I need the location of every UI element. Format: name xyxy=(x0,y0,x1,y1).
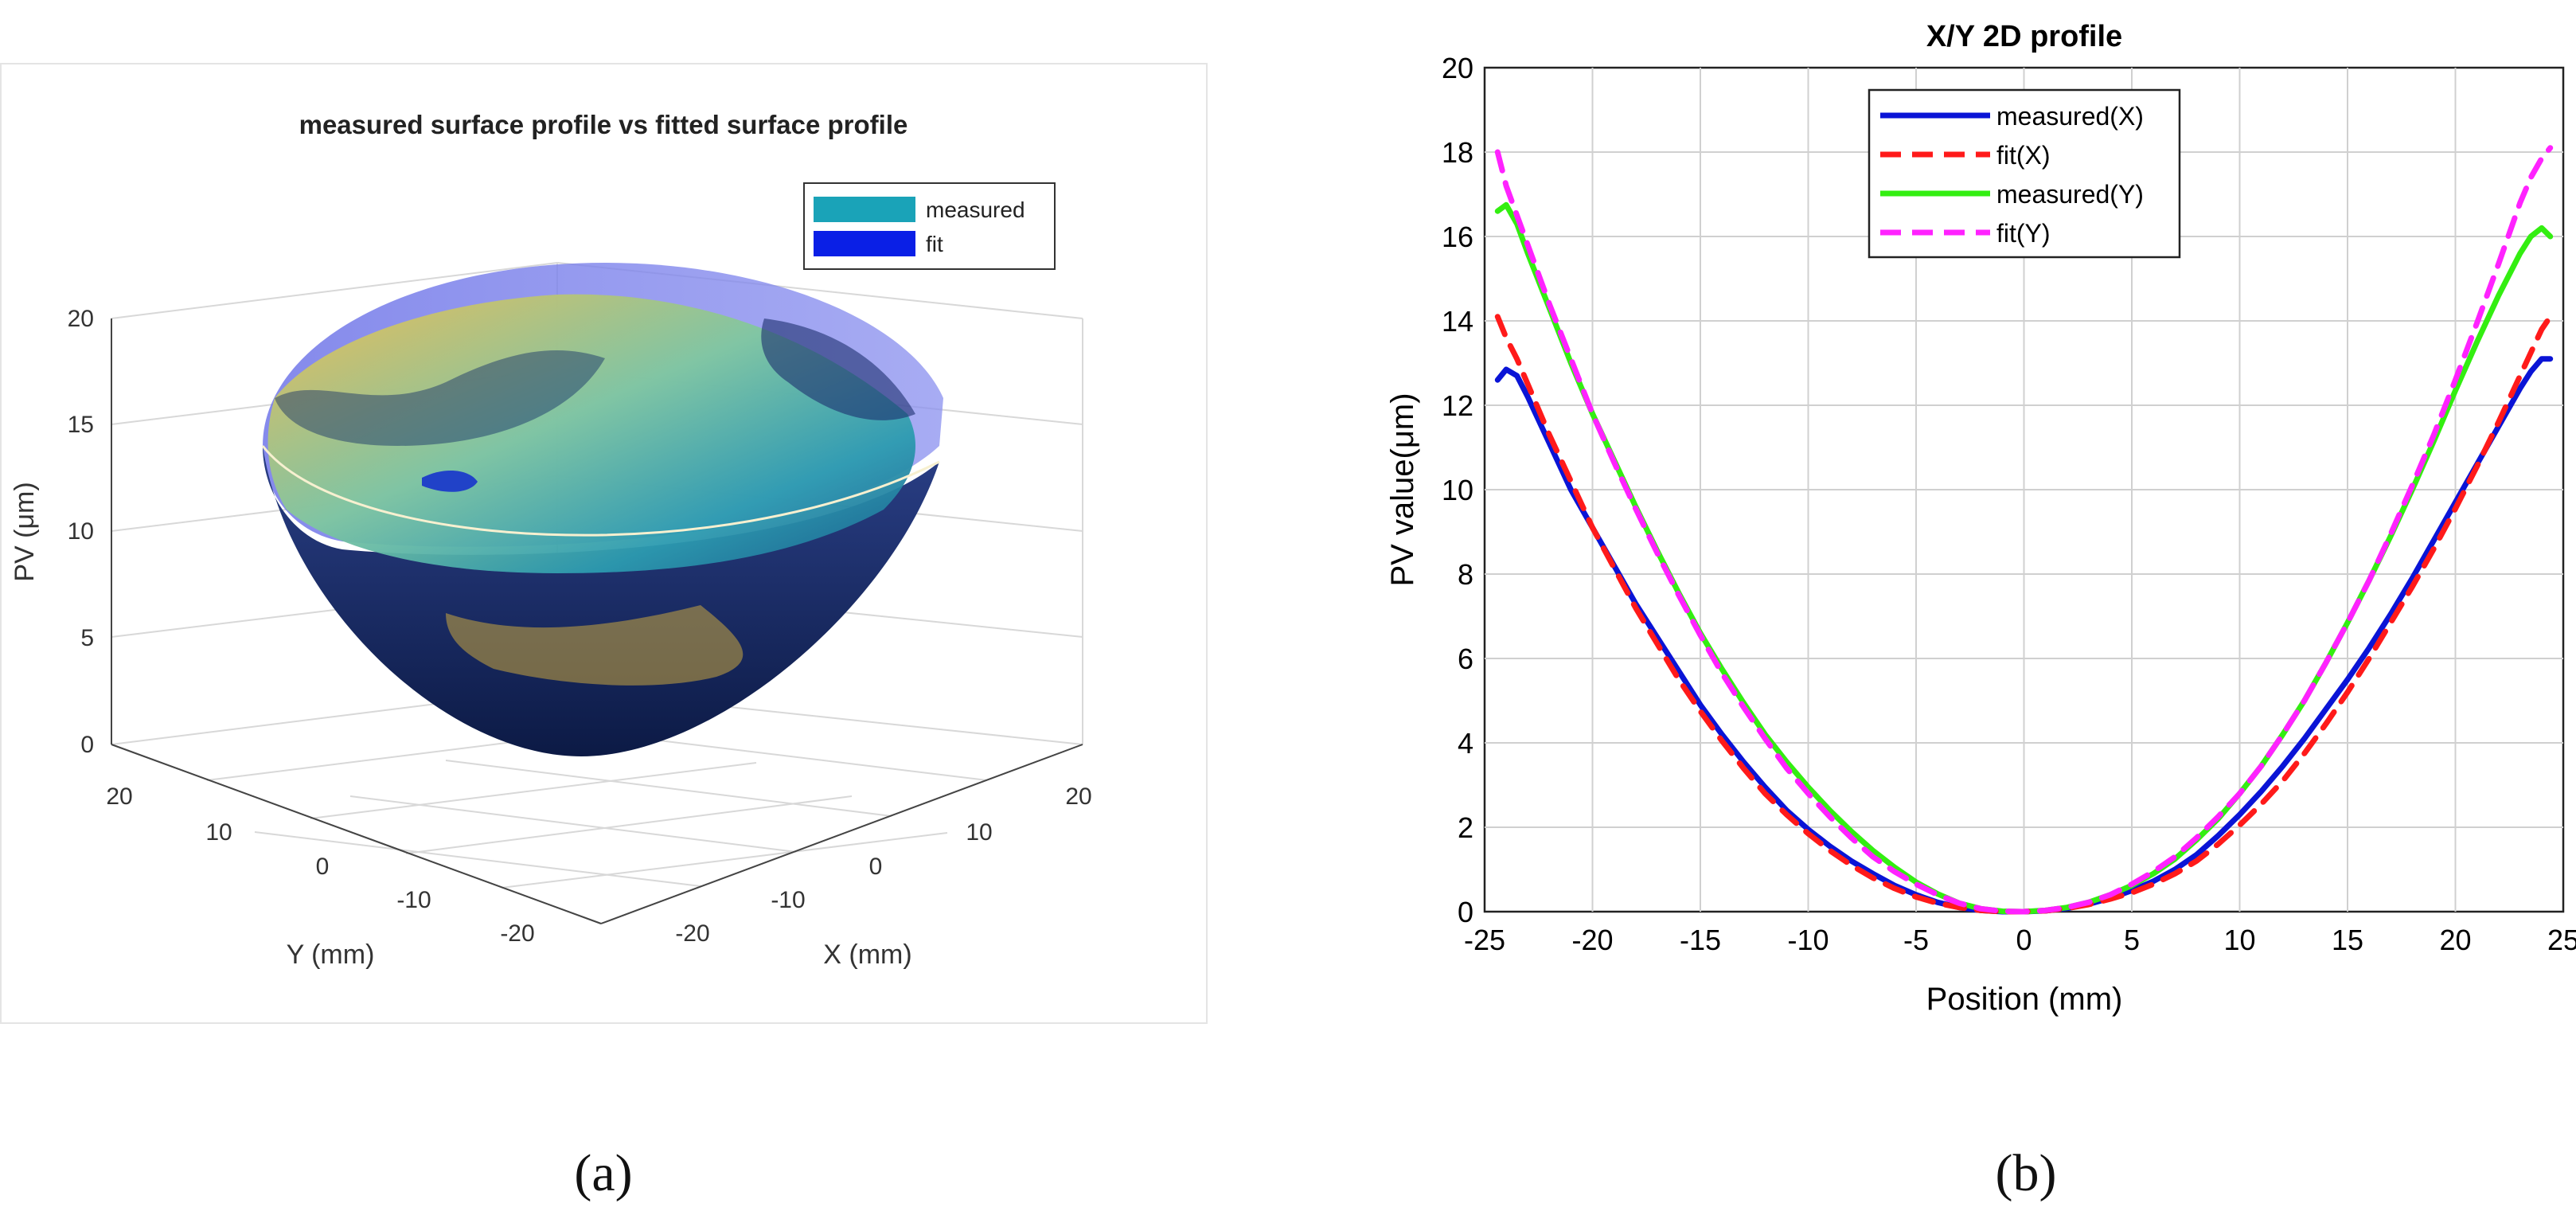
y-axis: 20 10 0 -10 -20 Y (mm) xyxy=(106,744,602,970)
z-axis-label: PV (μm) xyxy=(10,482,40,581)
x-axis-label: X (mm) xyxy=(823,940,911,970)
x-tick-label: 25 xyxy=(2547,924,2576,956)
y-tick-label: 14 xyxy=(1442,305,1473,338)
x-axis-label: Position (mm) xyxy=(1926,982,2123,1017)
x-tick-label: 15 xyxy=(2332,924,2363,956)
y-tick-label: 18 xyxy=(1442,136,1473,169)
series-lines xyxy=(1494,145,2554,915)
z-axis: 0 5 10 15 20 PV (μm) xyxy=(10,306,112,758)
series-line-fity xyxy=(1494,145,2554,915)
panel-b-title: X/Y 2D profile xyxy=(1926,20,2122,53)
legend-label-measured: measured xyxy=(926,197,1025,222)
y-tick-label: 4 xyxy=(1458,727,1473,760)
surface-plot-panel: measured surface profile vs fitted surfa… xyxy=(0,63,1208,1202)
x-ticks: -25 -20 -15 -10 -5 0 5 10 15 20 25 xyxy=(1464,924,2576,956)
surface-rim xyxy=(261,445,940,537)
x-tick: -10 xyxy=(771,887,805,913)
y-axis-label: PV value(μm) xyxy=(1385,393,1420,586)
x-tick-label: 0 xyxy=(2016,924,2032,956)
legend-label-fit-x: fit(X) xyxy=(1996,141,2051,170)
y-axis-label: Y (mm) xyxy=(287,940,375,970)
panel-a-legend: measured fit xyxy=(803,182,1056,270)
y-tick-label: 10 xyxy=(1442,474,1473,506)
y-tick-label: 6 xyxy=(1458,643,1473,675)
z-tick: 20 xyxy=(68,306,94,332)
legend-swatch-fit xyxy=(814,231,915,256)
z-tick: 5 xyxy=(80,625,94,651)
x-tick-label: -5 xyxy=(1903,924,1929,956)
x-tick-label: -15 xyxy=(1680,924,1721,956)
y-tick-label: 12 xyxy=(1442,389,1473,422)
panel-a-title: measured surface profile vs fitted surfa… xyxy=(299,110,908,139)
legend-label-measured-y: measured(Y) xyxy=(1996,180,2144,209)
y-tick: 10 xyxy=(205,819,232,846)
x-tick: 20 xyxy=(1065,783,1091,810)
y-ticks: 0 2 4 6 8 10 12 14 16 18 20 xyxy=(1442,52,1473,928)
x-tick-label: -25 xyxy=(1464,924,1505,956)
y-tick-label: 2 xyxy=(1458,811,1473,844)
z-tick: 10 xyxy=(68,518,94,545)
legend-swatch-measured xyxy=(814,197,915,222)
x-tick: -20 xyxy=(675,920,709,947)
y-tick: 0 xyxy=(316,854,330,880)
x-tick-label: 10 xyxy=(2223,924,2255,956)
z-tick: 15 xyxy=(68,412,94,438)
y-tick: -10 xyxy=(396,887,431,913)
x-tick: 10 xyxy=(966,819,992,846)
x-tick-label: 5 xyxy=(2124,924,2140,956)
z-tick: 0 xyxy=(80,732,94,758)
x-tick: 0 xyxy=(869,854,883,880)
surface-measured-inner xyxy=(267,294,915,573)
y-tick-label: 0 xyxy=(1458,896,1473,928)
legend-label-fit: fit xyxy=(926,232,943,256)
y-tick-label: 16 xyxy=(1442,221,1473,253)
legend-label-fit-y: fit(Y) xyxy=(1996,219,2051,248)
x-tick-label: -20 xyxy=(1571,924,1613,956)
x-tick-label: 20 xyxy=(2439,924,2471,956)
y-tick-label: 8 xyxy=(1458,558,1473,591)
panel-a-caption: (a) xyxy=(574,1144,632,1202)
legend-label-measured-x: measured(X) xyxy=(1996,102,2144,131)
x-tick-label: -10 xyxy=(1787,924,1829,956)
panel-b-legend: measured(X) fit(X) measured(Y) fit(Y) xyxy=(1868,88,2181,259)
y-tick: -20 xyxy=(500,920,534,947)
y-tick: 20 xyxy=(106,783,132,810)
x-axis: -20 -10 0 10 20 X (mm) xyxy=(600,744,1092,970)
y-tick-label: 20 xyxy=(1442,52,1473,84)
surface-measured-outer xyxy=(263,446,939,756)
panel-b-caption: (b) xyxy=(1996,1144,2057,1202)
